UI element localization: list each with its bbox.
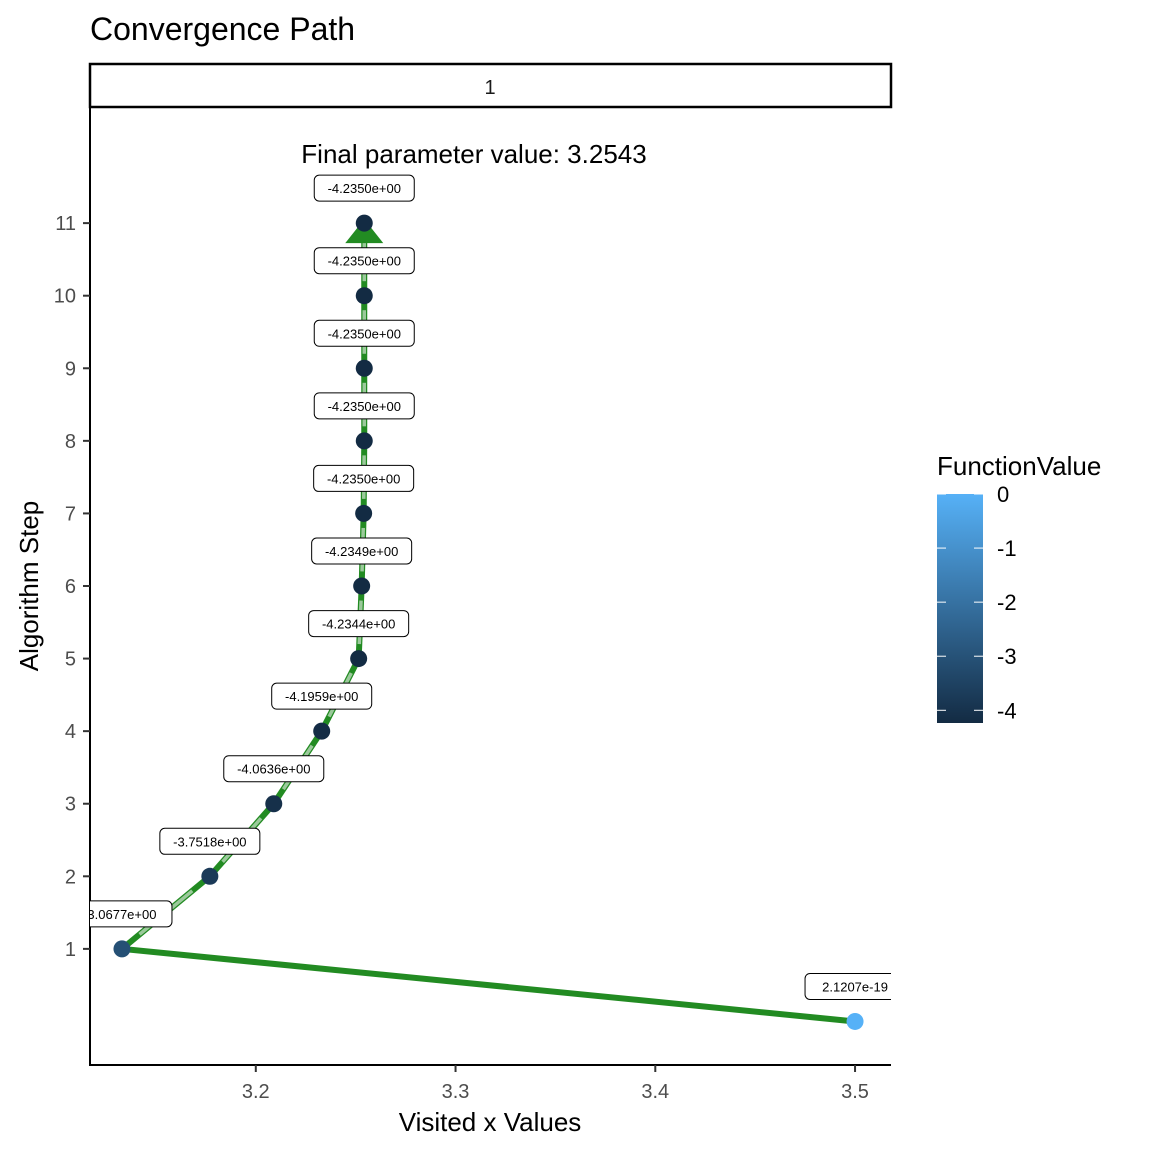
data-point [355,214,373,232]
point-label-box [313,247,415,275]
y-tick-label: 9 [65,358,76,380]
y-tick-label: 8 [65,431,76,453]
point-label-box [313,464,415,492]
chart-title: Convergence Path [90,11,355,47]
y-tick-label: 2 [65,866,76,888]
point-label-box [313,319,415,347]
y-tick-label: 10 [54,286,76,308]
point-label-box [271,682,373,710]
plot-area: 2.1207e-19 3.0677e+00 -3.7518e+00 -4.0636e+… [87,174,891,1030]
data-point [313,722,331,740]
y-axis-title: Algorithm Step [14,501,44,672]
point-label: 3.0677e+00 [87,907,156,922]
point-label-box [90,900,173,928]
point-label-box [308,610,410,638]
point-label-box [159,827,261,855]
x-ticks: 3.2 3.3 3.4 3.5 [242,1065,869,1103]
data-point [355,287,373,305]
data-point [355,359,373,377]
y-tick-label: 5 [65,649,76,671]
point-label: -4.2350e+00 [328,399,401,414]
point-label: 2.1207e-19 [822,979,888,994]
path-segment [121,945,856,1025]
x-tick-label: 3.2 [242,1081,270,1103]
y-tick-label: 11 [55,213,76,235]
point-label: -4.2344e+00 [322,617,395,632]
point-label: -3.7518e+00 [173,834,246,849]
data-point [265,795,283,813]
point-label-box [313,174,415,202]
facet-strip [88,62,893,109]
data-point [355,432,373,450]
legend-tick-label: -4 [997,698,1017,723]
point-label: -4.1959e+00 [285,689,358,704]
point-label: -4.0636e+00 [237,762,310,777]
x-tick-label: 3.4 [641,1081,669,1103]
y-tick-label: 7 [65,503,76,525]
point-label: -4.2349e+00 [325,544,398,559]
facet-strip-label: 1 [484,77,495,99]
x-tick-label: 3.3 [442,1081,470,1103]
y-tick-label: 4 [65,721,76,743]
x-axis-title: Visited x Values [399,1107,582,1137]
data-point [113,940,131,958]
data-point [201,867,219,885]
point-label: -4.2350e+00 [328,181,401,196]
legend-colorbar [937,494,983,723]
data-point [355,504,373,522]
y-tick-label: 1 [65,939,76,961]
final-value-annotation: Final parameter value: 3.2543 [301,139,646,169]
point-label: -4.2350e+00 [328,326,401,341]
y-ticks: 1 2 3 4 5 6 7 8 9 10 11 [54,213,90,961]
point-label: -4.2350e+00 [327,471,400,486]
legend-tick-label: -1 [997,536,1017,561]
point-label-box [311,537,413,565]
point-label-box [313,392,415,420]
legend-title: FunctionValue [937,451,1101,481]
point-label-box [804,972,891,1000]
data-point [350,650,368,668]
x-tick-label: 3.5 [841,1081,869,1103]
data-point [846,1012,864,1030]
y-tick-label: 3 [65,794,76,816]
legend-tick-label: -2 [997,590,1017,615]
point-label-box [223,755,325,783]
point-label: -4.2350e+00 [328,254,401,269]
legend-ticks: 0 -1 -2 -3 -4 [937,482,1017,723]
legend-tick-label: -3 [997,644,1017,669]
y-tick-label: 6 [65,576,76,598]
data-point [353,577,371,595]
legend-tick-label: 0 [997,482,1009,507]
